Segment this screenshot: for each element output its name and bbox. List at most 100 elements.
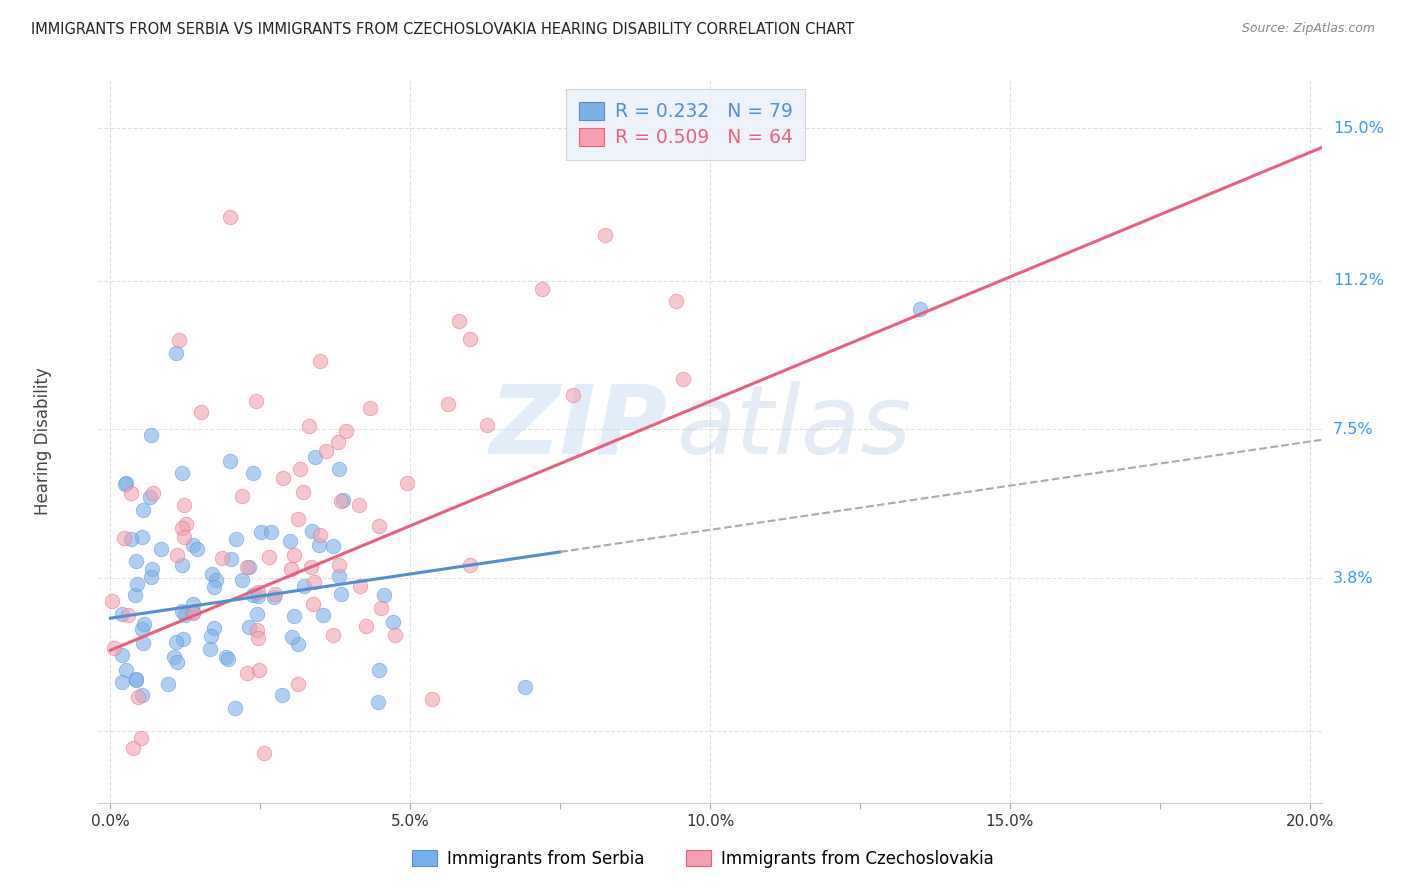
Point	[359, 401, 381, 415]
Point	[225, 532, 247, 546]
Point	[114, 476, 136, 491]
Point	[292, 485, 315, 500]
Point	[283, 549, 305, 563]
Point	[246, 585, 269, 599]
Point	[115, 663, 138, 677]
Text: 10.0%: 10.0%	[686, 814, 734, 829]
Point	[593, 228, 616, 243]
Point	[242, 588, 264, 602]
Point	[271, 689, 294, 703]
Point	[328, 434, 350, 449]
Point	[437, 397, 460, 411]
Point	[531, 282, 554, 296]
Point	[174, 516, 197, 531]
Point	[122, 741, 145, 756]
Point	[170, 558, 193, 572]
Text: 7.5%: 7.5%	[1333, 422, 1374, 437]
Point	[322, 539, 344, 553]
Point	[219, 552, 242, 566]
Point	[367, 695, 389, 709]
Point	[124, 554, 146, 568]
Point	[308, 538, 330, 552]
Point	[908, 301, 931, 317]
Point	[205, 574, 228, 588]
Point	[458, 332, 481, 346]
Point	[231, 574, 253, 588]
Legend: Immigrants from Serbia, Immigrants from Czechoslovakia: Immigrants from Serbia, Immigrants from …	[405, 844, 1001, 875]
Point	[211, 551, 233, 566]
Point	[264, 587, 287, 601]
Point	[125, 673, 148, 688]
Point	[172, 467, 194, 481]
Point	[257, 549, 280, 564]
Point	[132, 616, 155, 631]
Point	[131, 622, 153, 636]
Point	[238, 560, 260, 574]
Point	[166, 655, 188, 669]
Point	[200, 641, 222, 656]
Text: 5.0%: 5.0%	[391, 814, 430, 829]
Point	[218, 454, 240, 468]
Point	[149, 541, 172, 556]
Point	[395, 475, 418, 490]
Text: 0.0%: 0.0%	[91, 814, 129, 829]
Point	[111, 607, 134, 621]
Point	[141, 562, 163, 576]
Point	[347, 498, 370, 512]
Point	[280, 562, 302, 576]
Text: 3.8%: 3.8%	[1333, 571, 1374, 585]
Point	[287, 638, 309, 652]
Point	[354, 619, 377, 633]
Point	[120, 533, 142, 547]
Point	[111, 675, 134, 690]
Point	[247, 664, 270, 678]
Point	[315, 443, 337, 458]
Point	[181, 597, 204, 611]
Point	[235, 559, 257, 574]
Point	[173, 498, 195, 512]
Point	[112, 531, 135, 545]
Point	[127, 690, 149, 704]
Point	[330, 493, 353, 508]
Point	[477, 418, 499, 433]
Point	[141, 428, 163, 442]
Point	[278, 533, 301, 548]
Text: 20.0%: 20.0%	[1285, 814, 1334, 829]
Text: Source: ZipAtlas.com: Source: ZipAtlas.com	[1241, 22, 1375, 36]
Text: Hearing Disability: Hearing Disability	[34, 368, 52, 516]
Point	[202, 580, 225, 594]
Point	[170, 521, 193, 535]
Point	[141, 570, 163, 584]
Point	[384, 628, 406, 642]
Point	[250, 524, 273, 539]
Point	[281, 630, 304, 644]
Point	[562, 387, 585, 401]
Point	[260, 524, 283, 539]
Point	[215, 649, 238, 664]
Point	[247, 589, 270, 603]
Point	[271, 471, 294, 485]
Point	[447, 314, 470, 328]
Point	[200, 629, 222, 643]
Point	[172, 632, 194, 647]
Text: atlas: atlas	[676, 381, 911, 474]
Point	[181, 606, 204, 620]
Point	[349, 579, 371, 593]
Point	[328, 569, 350, 583]
Point	[131, 530, 153, 544]
Point	[263, 590, 285, 604]
Point	[166, 548, 188, 562]
Point	[224, 700, 246, 714]
Point	[131, 688, 153, 702]
Point	[287, 512, 309, 526]
Point	[672, 371, 695, 385]
Point	[309, 528, 332, 542]
Point	[127, 576, 149, 591]
Point	[181, 538, 204, 552]
Point	[181, 605, 204, 619]
Point	[420, 691, 443, 706]
Point	[370, 601, 392, 615]
Point	[381, 615, 404, 629]
Point	[245, 393, 267, 408]
Point	[246, 607, 269, 621]
